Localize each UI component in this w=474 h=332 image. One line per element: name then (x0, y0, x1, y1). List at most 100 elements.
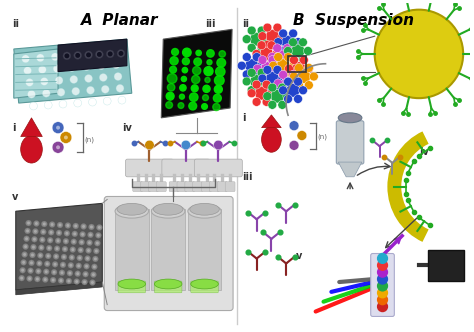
Circle shape (262, 77, 271, 86)
Circle shape (24, 67, 31, 75)
Circle shape (29, 269, 32, 272)
Circle shape (44, 278, 47, 281)
FancyBboxPatch shape (193, 182, 202, 192)
Circle shape (32, 246, 35, 249)
Circle shape (182, 76, 186, 82)
Circle shape (118, 96, 126, 104)
Circle shape (180, 94, 184, 99)
FancyBboxPatch shape (104, 197, 233, 310)
Circle shape (303, 46, 312, 55)
FancyBboxPatch shape (191, 281, 219, 293)
Circle shape (100, 74, 107, 81)
Polygon shape (338, 162, 362, 177)
Circle shape (299, 86, 308, 95)
Circle shape (292, 62, 306, 76)
Circle shape (273, 38, 283, 46)
Circle shape (374, 10, 463, 98)
Circle shape (22, 261, 25, 264)
Circle shape (79, 249, 82, 252)
Circle shape (258, 55, 267, 64)
Circle shape (57, 231, 61, 234)
Circle shape (274, 53, 283, 61)
Circle shape (24, 245, 27, 248)
Circle shape (283, 92, 292, 101)
Circle shape (257, 61, 266, 70)
Circle shape (42, 230, 45, 233)
Circle shape (73, 223, 79, 229)
Circle shape (114, 73, 122, 80)
Circle shape (28, 260, 35, 266)
Circle shape (95, 50, 103, 58)
Circle shape (33, 238, 36, 241)
Polygon shape (16, 204, 102, 290)
Circle shape (260, 47, 273, 61)
FancyBboxPatch shape (225, 182, 235, 192)
Circle shape (294, 79, 302, 88)
Circle shape (283, 61, 292, 70)
Circle shape (96, 242, 99, 245)
Circle shape (378, 281, 387, 291)
Text: (n): (n) (318, 133, 328, 140)
Circle shape (20, 267, 26, 273)
Circle shape (74, 99, 82, 107)
Circle shape (297, 70, 311, 83)
Circle shape (78, 247, 83, 253)
Text: (n): (n) (84, 136, 95, 143)
Circle shape (273, 83, 282, 92)
Circle shape (96, 224, 102, 230)
Circle shape (86, 257, 89, 260)
Circle shape (93, 248, 100, 254)
Circle shape (378, 274, 387, 284)
Circle shape (196, 50, 201, 55)
Circle shape (36, 278, 39, 281)
Circle shape (252, 98, 261, 106)
Circle shape (72, 231, 78, 237)
Polygon shape (262, 115, 281, 127)
Circle shape (273, 61, 282, 70)
Circle shape (91, 264, 97, 270)
Circle shape (41, 238, 44, 241)
Circle shape (60, 279, 63, 282)
Text: B  Suspension: B Suspension (292, 13, 413, 28)
Circle shape (20, 277, 23, 280)
Circle shape (247, 43, 256, 52)
Circle shape (289, 121, 299, 130)
Circle shape (182, 67, 188, 73)
Circle shape (35, 276, 40, 282)
Circle shape (78, 256, 81, 259)
Circle shape (77, 255, 82, 261)
Circle shape (76, 263, 82, 269)
Circle shape (97, 62, 105, 70)
Circle shape (247, 89, 256, 98)
Circle shape (53, 65, 61, 73)
Circle shape (68, 272, 71, 275)
Circle shape (268, 52, 277, 61)
Circle shape (189, 102, 197, 110)
Circle shape (43, 222, 46, 225)
Circle shape (257, 41, 266, 50)
FancyBboxPatch shape (156, 182, 166, 192)
Circle shape (87, 249, 90, 252)
Circle shape (278, 74, 287, 83)
Circle shape (289, 88, 298, 97)
Circle shape (274, 70, 283, 79)
Circle shape (31, 254, 34, 256)
Circle shape (42, 277, 48, 283)
Circle shape (257, 43, 266, 52)
Circle shape (89, 98, 96, 106)
Circle shape (52, 261, 58, 267)
Circle shape (67, 270, 73, 276)
Circle shape (272, 49, 281, 58)
Circle shape (55, 255, 57, 258)
Circle shape (91, 281, 94, 284)
Circle shape (61, 271, 64, 274)
Circle shape (64, 230, 70, 236)
Circle shape (88, 241, 91, 244)
Circle shape (262, 35, 271, 43)
Text: ii: ii (12, 20, 19, 30)
Circle shape (69, 255, 75, 260)
Circle shape (49, 239, 52, 242)
Circle shape (182, 48, 191, 57)
Circle shape (94, 240, 100, 246)
Circle shape (74, 279, 80, 285)
